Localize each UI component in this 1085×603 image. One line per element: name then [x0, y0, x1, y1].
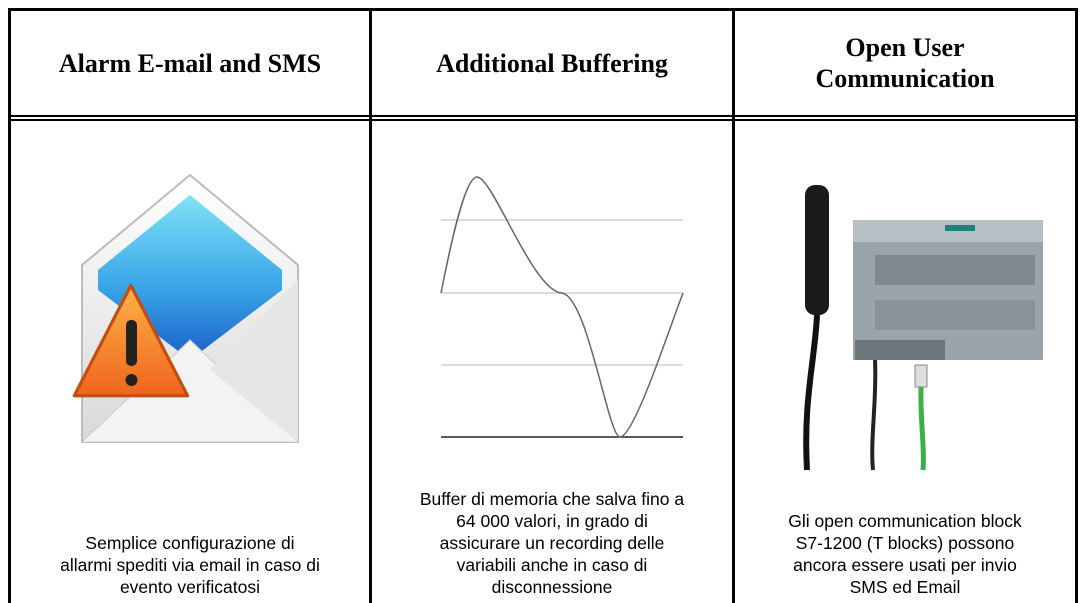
header-text: Communication [815, 64, 995, 93]
column-description: Gli open communication block S7-1200 (T b… [735, 510, 1075, 598]
description-line: Gli open communication block [788, 511, 1022, 531]
table-border [1075, 8, 1078, 603]
header-rule [8, 115, 1078, 117]
sine-wave-illustration [440, 176, 684, 438]
column-divider [369, 8, 372, 603]
description-line: ancora essere usati per invio [793, 555, 1017, 575]
column-description: Buffer di memoria che salva fino a 64 000… [372, 488, 732, 598]
description-line: disconnessione [491, 577, 613, 597]
table-border [8, 8, 11, 603]
table-border [8, 8, 1078, 11]
description-line: Semplice configurazione di [85, 533, 295, 553]
header-text: Open User [845, 33, 965, 62]
column-divider [732, 8, 735, 603]
description-line: S7-1200 (T blocks) possono [795, 533, 1015, 553]
description-line: allarmi spediti via email in caso di [60, 555, 320, 575]
description-line: 64 000 valori, in grado di [456, 511, 648, 531]
header-text: Alarm E-mail and SMS [58, 48, 322, 78]
description-line: SMS ed Email [849, 577, 961, 597]
description-line: variabili anche in caso di [456, 555, 648, 575]
column-header: Alarm E-mail and SMS [11, 11, 369, 115]
description-line: evento verificatosi [119, 577, 261, 597]
header-text: Additional Buffering [436, 48, 668, 78]
description-line: assicurare un recording delle [439, 533, 665, 553]
header-rule [8, 119, 1078, 121]
column-description: Semplice configurazione di allarmi spedit… [11, 532, 369, 598]
alarm-envelope-icon [72, 173, 300, 443]
column-header: Additional Buffering [372, 11, 732, 115]
description-line: Buffer di memoria che salva fino a [419, 489, 685, 509]
plc-antenna-image [803, 185, 1043, 471]
column-header: Open User Communication [735, 11, 1075, 115]
